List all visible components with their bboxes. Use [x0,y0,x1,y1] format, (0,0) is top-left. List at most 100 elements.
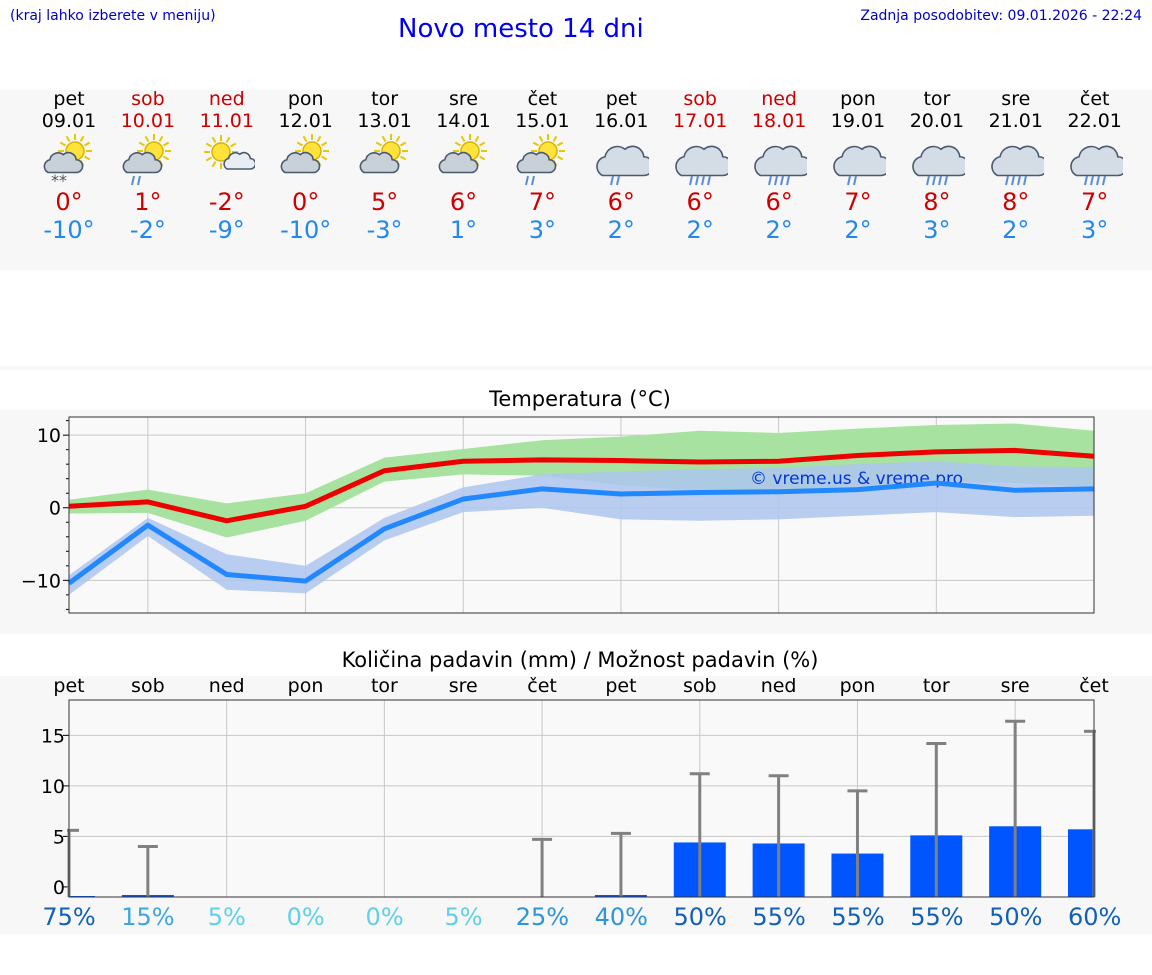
sun-cloud-snow-icon: ** [43,134,92,188]
day-date: 21.01 [988,110,1043,132]
precip-probability: 75% [42,903,96,931]
y-tick-label: 10 [41,776,65,798]
precip-probability: 60% [1068,903,1122,931]
day-name: sob [131,88,165,110]
max-temp: 8° [1002,188,1030,216]
day-column: sre 14.01 6° 1° [424,88,504,244]
min-temp: -10° [43,216,95,244]
precip-bar [69,895,95,897]
day-column: čet 15.01 7° 3° [502,88,582,244]
day-label: sob [683,675,717,697]
divider [0,366,1152,370]
day-column: sre 21.01 8° 2° [976,88,1056,244]
max-temp: 8° [923,188,951,216]
max-temp: 1° [134,188,162,216]
min-temp: 2° [765,216,793,244]
day-name: pet [605,88,637,110]
svg-text:**: ** [51,171,67,188]
max-temp: 5° [370,188,399,216]
precip-bar [1068,829,1094,897]
precip-probability: 50% [673,903,727,931]
sun-cloud-icon [359,134,408,174]
cloud-heavy-rain-icon [754,145,808,186]
max-temp: 6° [765,188,793,216]
cloud-heavy-rain-icon [675,145,729,186]
forecast-band [0,90,1152,270]
precip-probability: 5% [444,903,483,931]
precip-probability: 55% [752,903,806,931]
min-temp: 3° [1081,216,1109,244]
day-label: čet [527,675,557,697]
day-date: 22.01 [1067,110,1122,132]
min-temp: 3° [923,216,951,244]
region-note[interactable]: (kraj lahko izberete v meniju) [10,8,216,24]
max-range-band [69,423,1094,538]
day-name: pet [53,88,85,110]
day-column: tor 13.01 5° -3° [345,88,425,244]
day-column: sob 17.01 6° 2° [660,88,740,244]
min-temp: 1° [449,216,478,244]
max-temp-line [68,447,1095,524]
day-label: tor [923,675,950,697]
day-name: pon [840,88,876,110]
day-name: tor [923,88,951,110]
max-temp: 0° [55,188,83,216]
precip-probability: 40% [594,903,648,931]
precip-probability: 50% [989,903,1043,931]
day-column: ned 11.01 -2° -9° [187,88,267,244]
max-temp: 7° [844,188,872,216]
sun-cloud-icon [280,134,329,174]
day-name: sre [1001,88,1031,110]
cloud-heavy-rain-icon [1069,145,1123,186]
day-date: 12.01 [278,110,333,132]
min-temp: 3° [528,216,557,244]
day-name: sob [683,88,717,110]
day-date: 17.01 [672,110,728,132]
y-tick-label: −10 [21,570,61,592]
max-temp: 0° [292,188,320,216]
day-column: tor 20.01 8° 3° [897,88,977,244]
day-name: sre [449,88,478,110]
max-temp: 7° [528,188,557,216]
min-temp: 2° [607,216,635,244]
min-temp: -2° [129,216,166,244]
min-range-band [69,461,1094,595]
day-column: čet 22.01 7° 3° [1055,88,1135,244]
day-label: ned [209,675,245,697]
day-date: 09.01 [41,110,97,132]
plot-frame [68,416,1095,614]
day-label: tor [371,675,398,697]
min-temp: -10° [280,216,332,244]
day-name: ned [208,88,245,110]
sun-cloud-rain-icon [122,134,171,186]
y-tick-label: 0 [53,877,65,899]
day-label: pon [840,675,876,697]
day-date: 11.01 [199,110,254,132]
temperature-chart: 100−10© vreme.us & vreme.pro [21,416,1095,614]
y-tick-label: 5 [53,826,65,848]
day-label: ned [761,675,797,697]
min-temp: -3° [366,216,403,244]
day-label: sre [1001,675,1030,697]
y-tick-label: 10 [37,425,61,447]
day-date: 19.01 [830,110,886,132]
y-tick-label: 0 [49,498,61,520]
temp-chart-title: Temperatura (°C) [489,387,671,411]
precip-probability: 0% [365,903,404,931]
day-name: tor [371,88,399,110]
precip-probability: 55% [910,903,964,931]
day-date: 13.01 [357,110,412,132]
day-label: pon [288,675,324,697]
day-name: pon [287,88,324,110]
day-date: 10.01 [120,110,176,132]
max-temp: 7° [1081,188,1109,216]
day-column: pon 19.01 7° 2° [818,88,898,244]
day-name: ned [761,88,797,110]
day-label: sob [131,675,165,697]
day-label: sre [449,675,478,697]
precip-chart-title: Količina padavin (mm) / Možnost padavin … [341,648,819,672]
cloud-heavy-rain-icon [991,145,1044,186]
cloud-rain-icon [596,145,650,186]
min-temp: 2° [844,216,872,244]
day-column: sob 10.01 1° -2° [108,88,188,244]
